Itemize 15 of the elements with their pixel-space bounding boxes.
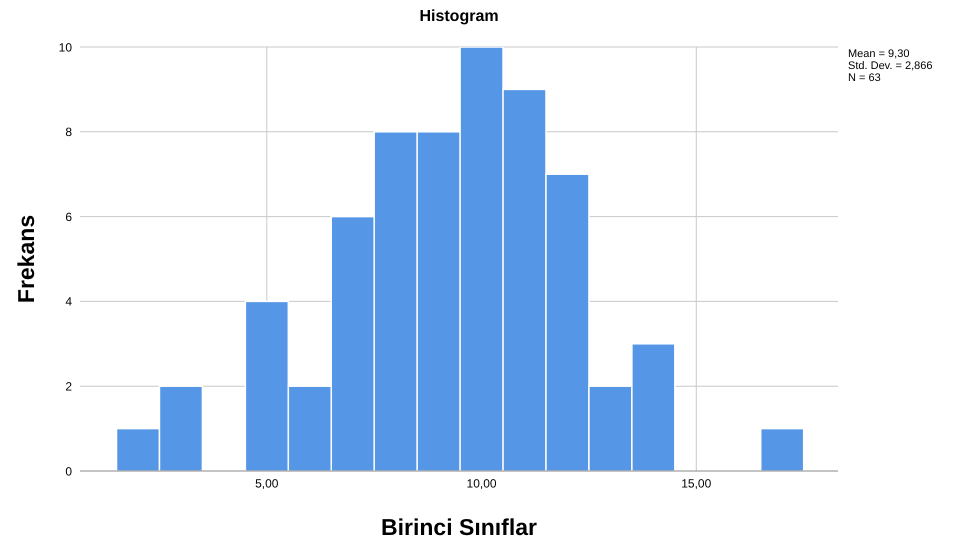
y-tick-label: 0 <box>65 464 72 478</box>
x-tick-label: 10,00 <box>466 476 497 491</box>
y-tick-label: 2 <box>65 379 72 394</box>
text: N = 63 <box>848 72 882 84</box>
y-tick-label: 8 <box>65 125 72 140</box>
y-tick-label: 6 <box>65 210 72 224</box>
x-tick-label: 15,00 <box>681 476 712 491</box>
text: Mean = 9,30 <box>848 48 910 60</box>
text: Std. Dev. = 2,866 <box>848 60 932 72</box>
y-tick-label: 10 <box>58 40 72 54</box>
y-tick-label: 4 <box>65 294 72 309</box>
y-axis-title: Frekans <box>13 214 40 304</box>
x-axis-title: Birinci Sınıflar <box>381 514 538 540</box>
chart-title: Histogram <box>418 8 500 26</box>
x-tick-label: 5,00 <box>255 476 279 491</box>
